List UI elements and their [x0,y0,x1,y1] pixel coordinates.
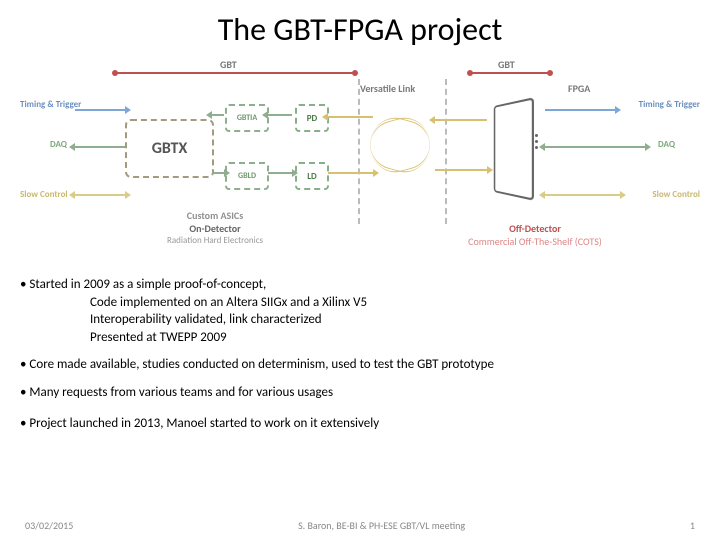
bullet-3: Many requests from various teams and for… [20,384,700,402]
gbt-bar-right [470,72,550,74]
arrow-gbld [212,172,224,174]
versatile-link-label: Versatile Link [360,82,415,95]
ld-box: LD [295,162,329,190]
fpga-dots [535,134,538,149]
arrow-daq-right [545,146,645,148]
arrow-fiber-bot [435,169,487,171]
daq-right: DAQ [658,139,675,150]
separator-right [445,79,447,224]
arrow-sc-left [75,194,125,196]
bullet-1: Started in 2009 as a simple proof-of-con… [20,276,700,346]
fpga-label: FPGA [568,82,590,95]
bullet-2: Core made available, studies conducted o… [20,356,700,374]
arrow-pd [268,114,292,116]
footer-center: S. Baron, BE-BI & PH-ESE GBT/VL meeting [298,519,465,532]
gbt-bar-left [115,72,355,74]
on-detector-label: On-Detector [155,222,275,235]
arrow-fiber-top [435,119,487,121]
bullet-list: Started in 2009 as a simple proof-of-con… [20,276,700,433]
arrow-sc-right [545,194,620,196]
diagram-area: GBT GBT Versatile Link FPGA Timing & Tri… [20,54,700,264]
rad-hard-label: Radiation Hard Electronics [130,235,300,246]
gbt-label-left: GBT [220,58,237,71]
gbtx-box: GBTX [125,119,214,178]
off-detector-label: Off-Detector [465,222,605,235]
arrow-tt-right [545,109,615,111]
bullet-4: Project launched in 2013, Manoel started… [20,415,700,433]
slow-control-right: Slow Control [652,189,700,200]
arrow-tt-left [75,109,125,111]
arrow-gbtia [212,114,224,116]
timing-trigger-left: Timing & Trigger [20,99,81,110]
daq-left: DAQ [50,139,67,150]
separator-left [358,79,360,224]
arrow-fiberL-bot [328,172,373,174]
timing-trigger-right: Timing & Trigger [639,99,700,110]
footer-date: 03/02/2015 [25,519,73,532]
cots-label: Commercial Off-The-Shelf (COTS) [430,235,640,248]
slow-control-left: Slow Control [20,189,68,200]
gbld-box: GBLD [225,162,269,190]
arrow-ld [268,172,292,174]
fiber-loop-2 [364,112,435,178]
arrow-daq-left [75,146,125,148]
arrow-fiberL-top [328,116,373,118]
custom-asics-label: Custom ASICs [155,209,275,222]
page-title: The GBT-FPGA project [0,0,720,49]
footer-page: 1 [690,519,695,532]
footer: 03/02/2015 S. Baron, BE-BI & PH-ESE GBT/… [0,519,720,532]
gbt-label-right: GBT [498,58,515,71]
fpga-shape [494,97,534,201]
